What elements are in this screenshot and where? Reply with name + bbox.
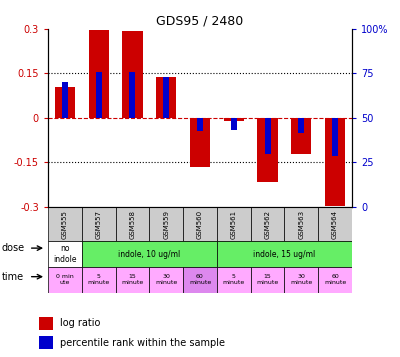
Text: log ratio: log ratio xyxy=(60,318,100,328)
Text: time: time xyxy=(2,272,24,282)
Text: GSM564: GSM564 xyxy=(332,210,338,239)
Text: 60
minute: 60 minute xyxy=(189,275,211,285)
Text: dose: dose xyxy=(2,243,25,253)
Text: GSM559: GSM559 xyxy=(163,210,169,239)
Bar xyxy=(251,267,284,293)
Bar xyxy=(291,118,312,154)
Text: 5
minute: 5 minute xyxy=(223,275,245,285)
Bar xyxy=(48,267,82,293)
Bar xyxy=(163,77,169,118)
Text: GSM558: GSM558 xyxy=(130,210,136,239)
Bar xyxy=(116,207,149,241)
Text: no
indole: no indole xyxy=(53,245,77,264)
Bar xyxy=(62,82,68,118)
Bar xyxy=(284,207,318,241)
Text: GSM557: GSM557 xyxy=(96,210,102,239)
Text: GSM555: GSM555 xyxy=(62,210,68,238)
Bar xyxy=(88,30,109,118)
Bar xyxy=(231,118,237,130)
Bar xyxy=(332,118,338,156)
Text: GSM562: GSM562 xyxy=(264,210,270,239)
Text: GSM560: GSM560 xyxy=(197,210,203,239)
Bar xyxy=(325,118,345,206)
Bar xyxy=(224,118,244,121)
Bar xyxy=(156,77,176,118)
Bar xyxy=(318,207,352,241)
Title: GDS95 / 2480: GDS95 / 2480 xyxy=(156,14,244,27)
Bar xyxy=(183,207,217,241)
Bar xyxy=(122,31,142,118)
Text: indole, 10 ug/ml: indole, 10 ug/ml xyxy=(118,250,180,259)
Text: 60
minute: 60 minute xyxy=(324,275,346,285)
Bar xyxy=(298,118,304,133)
Text: GSM563: GSM563 xyxy=(298,210,304,239)
Text: 15
minute: 15 minute xyxy=(256,275,279,285)
Bar xyxy=(82,241,217,267)
Text: 30
minute: 30 minute xyxy=(290,275,312,285)
Bar xyxy=(217,207,251,241)
Text: 5
minute: 5 minute xyxy=(88,275,110,285)
Bar xyxy=(183,267,217,293)
Bar xyxy=(48,207,82,241)
Bar xyxy=(217,267,251,293)
Text: 15
minute: 15 minute xyxy=(121,275,144,285)
Text: 0 min
ute: 0 min ute xyxy=(56,275,74,285)
Bar xyxy=(82,267,116,293)
Bar xyxy=(39,317,53,330)
Bar xyxy=(39,336,53,349)
Bar xyxy=(217,241,352,267)
Text: GSM561: GSM561 xyxy=(231,210,237,239)
Bar xyxy=(116,267,149,293)
Bar xyxy=(264,118,270,154)
Bar xyxy=(284,267,318,293)
Bar xyxy=(55,86,75,118)
Bar xyxy=(82,207,116,241)
Bar xyxy=(149,267,183,293)
Bar xyxy=(48,241,82,267)
Bar xyxy=(130,72,136,118)
Bar xyxy=(96,72,102,118)
Bar xyxy=(318,267,352,293)
Bar xyxy=(190,118,210,167)
Text: percentile rank within the sample: percentile rank within the sample xyxy=(60,338,225,348)
Bar xyxy=(258,118,278,182)
Text: indole, 15 ug/ml: indole, 15 ug/ml xyxy=(253,250,316,259)
Bar xyxy=(149,207,183,241)
Text: 30
minute: 30 minute xyxy=(155,275,177,285)
Bar xyxy=(251,207,284,241)
Bar xyxy=(197,118,203,131)
